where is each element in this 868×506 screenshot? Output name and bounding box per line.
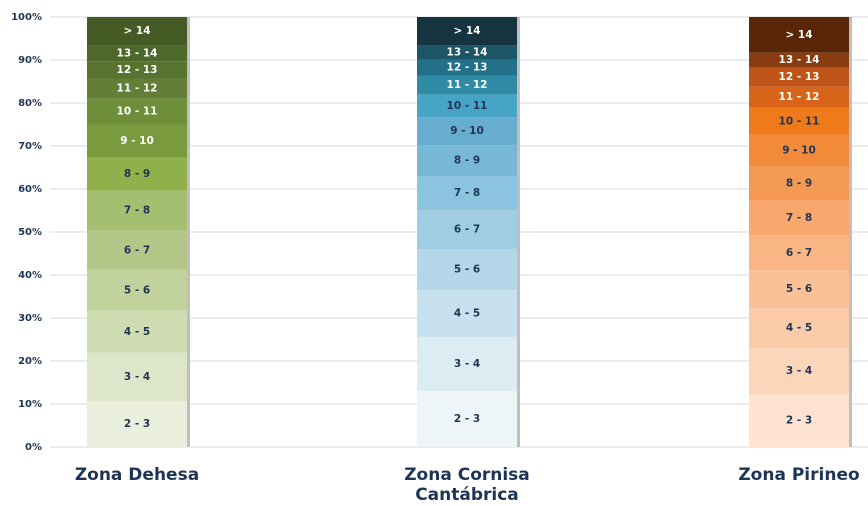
- bar-segment: [87, 78, 187, 99]
- segment-label: 4 - 5: [786, 322, 812, 334]
- bar-segment: [417, 94, 517, 118]
- x-tick-label: Zona Dehesa: [74, 465, 200, 485]
- bar-segment: [749, 67, 849, 87]
- segment-label: 6 - 7: [786, 247, 812, 259]
- segment-label: 3 - 4: [124, 371, 150, 383]
- segment-label: 11 - 12: [779, 91, 820, 103]
- bar-segment: [749, 17, 849, 53]
- segment-label: 10 - 11: [447, 100, 488, 112]
- segment-label: 7 - 8: [786, 212, 812, 224]
- bar-segment: [87, 124, 187, 158]
- bar-segment: [417, 75, 517, 95]
- segment-label: > 14: [453, 25, 480, 37]
- segment-label: > 14: [123, 25, 150, 37]
- bar-shadow: [187, 17, 190, 447]
- segment-label: 12 - 13: [117, 64, 158, 76]
- bar-segment: [749, 86, 849, 108]
- segment-label: 4 - 5: [124, 326, 150, 338]
- bar-segment: [417, 59, 517, 76]
- y-tick-label: 100%: [11, 12, 42, 23]
- segment-label: 12 - 13: [779, 71, 820, 83]
- y-tick-label: 60%: [18, 184, 42, 195]
- segment-label: 7 - 8: [124, 205, 150, 217]
- y-tick-label: 90%: [18, 55, 42, 66]
- y-tick-label: 30%: [18, 313, 42, 324]
- bar-segment: [87, 400, 187, 447]
- segment-label: 7 - 8: [454, 187, 480, 199]
- segment-label: 2 - 3: [786, 415, 812, 427]
- segment-label: 8 - 9: [786, 178, 812, 190]
- segment-label: 5 - 6: [454, 264, 480, 276]
- segment-label: 8 - 9: [124, 168, 150, 180]
- bar-segment: [417, 176, 517, 211]
- segment-label: 11 - 12: [447, 79, 488, 91]
- bar-segment: [749, 200, 849, 236]
- segment-label: 2 - 3: [124, 418, 150, 430]
- x-tick-label: Zona Cornisa Cantábrica: [404, 465, 530, 505]
- segment-label: 2 - 3: [454, 413, 480, 425]
- bar-segment: [417, 391, 517, 447]
- bar-segment: [87, 61, 187, 79]
- y-tick-label: 20%: [18, 356, 42, 367]
- bar-segment: [749, 308, 849, 349]
- y-tick-label: 50%: [18, 227, 42, 238]
- bar-segment: [87, 157, 187, 191]
- bar-segment: [417, 210, 517, 250]
- segment-label: 13 - 14: [447, 46, 488, 58]
- bar-segment: [87, 352, 187, 401]
- bar-shadow: [849, 17, 852, 447]
- x-tick-label: Zona Pirineo: [738, 465, 860, 485]
- bar-shadow: [517, 17, 520, 447]
- y-tick-label: 40%: [18, 270, 42, 281]
- y-tick-label: 10%: [18, 399, 42, 410]
- bar-segment: [87, 269, 187, 311]
- segment-label: 9 - 10: [782, 145, 816, 157]
- bar-segment: [749, 348, 849, 395]
- bar-segment: [417, 45, 517, 60]
- segment-label: 10 - 11: [117, 106, 158, 118]
- segment-label: 6 - 7: [124, 244, 150, 256]
- bar-segment: [749, 107, 849, 135]
- bar-segment: [417, 117, 517, 146]
- segment-label: 9 - 10: [450, 125, 484, 137]
- segment-label: 6 - 7: [454, 224, 480, 236]
- segment-label: 9 - 10: [120, 135, 154, 147]
- segment-label: 10 - 11: [779, 115, 820, 127]
- bar-segment: [749, 166, 849, 201]
- segment-label: 3 - 4: [454, 358, 480, 370]
- bar-segment: [417, 249, 517, 291]
- segment-label: > 14: [785, 29, 812, 41]
- segment-label: 11 - 12: [117, 83, 158, 95]
- bar-segment: [417, 145, 517, 177]
- segment-label: 5 - 6: [124, 284, 150, 296]
- segment-label: 12 - 13: [447, 62, 488, 74]
- bar-segment: [87, 17, 187, 46]
- segment-label: 5 - 6: [786, 283, 812, 295]
- segment-label: 8 - 9: [454, 155, 480, 167]
- y-tick-label: 0%: [25, 442, 42, 453]
- segment-label: 13 - 14: [117, 47, 158, 59]
- bar-segment: [749, 235, 849, 271]
- bar-segment: [87, 310, 187, 353]
- bar-segment: [417, 290, 517, 337]
- bar-segment: [749, 134, 849, 167]
- y-tick-label: 80%: [18, 98, 42, 109]
- bar-segment: [87, 230, 187, 270]
- bar-segment: [87, 98, 187, 125]
- bar-segment: [87, 190, 187, 231]
- segment-label: 13 - 14: [779, 54, 820, 66]
- bar-segment: [417, 17, 517, 46]
- bar-segment: [749, 270, 849, 309]
- y-tick-label: 70%: [18, 141, 42, 152]
- segment-label: 4 - 5: [454, 307, 480, 319]
- bar-segment: [749, 394, 849, 447]
- bar-segment: [87, 45, 187, 62]
- segment-label: 3 - 4: [786, 365, 812, 377]
- bar-segment: [417, 336, 517, 392]
- bar-segment: [749, 52, 849, 68]
